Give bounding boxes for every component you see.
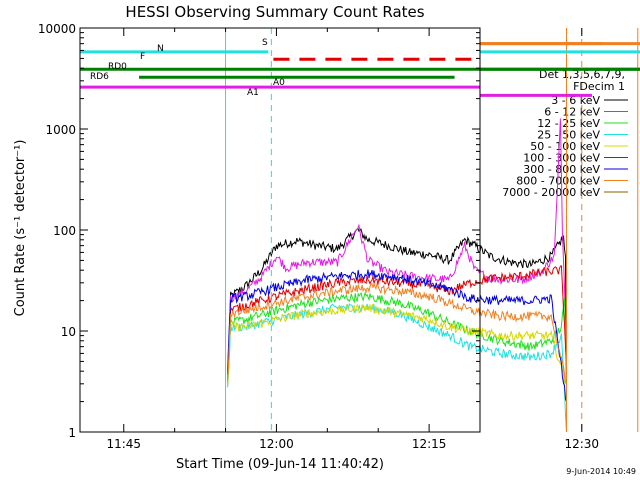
- legend-label-1: 6 - 12 keV: [544, 106, 600, 119]
- x-tick-label-2: 12:15: [412, 437, 447, 451]
- series-layer: [227, 118, 567, 433]
- series-4-segment-0: [227, 303, 567, 387]
- series-1-segment-0: [227, 118, 567, 386]
- legend-label-4: 50 - 100 keV: [530, 140, 600, 153]
- y-tick-label-3: 1000: [45, 123, 76, 137]
- flag-label-s: S: [262, 38, 268, 48]
- series-2-segment-0: [227, 291, 567, 381]
- flag-label-rd0: RD0: [108, 62, 127, 72]
- y-tick-label-2: 100: [53, 224, 76, 238]
- y-tick-label-1: 10: [61, 325, 76, 339]
- x-tick-label-3: 12:30: [564, 437, 599, 451]
- flag-label-f: F: [140, 52, 145, 62]
- series-7-segment-0: [227, 281, 567, 385]
- plot-frame: [79, 27, 481, 433]
- y-axis-label: Count Rate (s⁻¹ detector⁻¹): [13, 140, 28, 317]
- x-axis-label: Start Time (09-Jun-14 11:40:42): [176, 457, 384, 472]
- legend-label-2: 12 - 25 keV: [537, 117, 600, 130]
- legend-label-0: 3 - 6 keV: [551, 94, 600, 107]
- legend-header-1: FDecim 1: [573, 80, 625, 93]
- legend-label-8: 7000 - 20000 keV: [502, 186, 600, 199]
- axes: 11:4512:0012:1512:3012:4513:0013:1511010…: [38, 22, 599, 451]
- y-tick-label-0: 1: [68, 426, 76, 440]
- legend-label-5: 100 - 300 keV: [523, 152, 600, 165]
- legend-label-7: 800 - 7000 keV: [516, 175, 600, 188]
- series-5-segment-0: [227, 265, 567, 372]
- flag-label-a0: A0: [273, 78, 285, 88]
- series-3-segment-0: [227, 303, 567, 433]
- series-6-segment-0: [227, 269, 567, 402]
- chart-title: HESSI Observing Summary Count Rates: [125, 3, 424, 21]
- legend-label-6: 300 - 800 keV: [523, 163, 600, 176]
- x-tick-label-1: 12:00: [259, 437, 294, 451]
- x-tick-label-0: 11:45: [106, 437, 141, 451]
- flag-label-a1: A1: [247, 88, 259, 98]
- y-tick-label-4: 10000: [38, 22, 76, 36]
- series-0-segment-0: [227, 227, 567, 384]
- flag-label-rd6: RD6: [90, 72, 109, 82]
- legend-label-3: 25 - 50 keV: [537, 129, 600, 142]
- flag-label-n: N: [157, 44, 164, 54]
- timestamp: 9-Jun-2014 10:49: [566, 467, 636, 476]
